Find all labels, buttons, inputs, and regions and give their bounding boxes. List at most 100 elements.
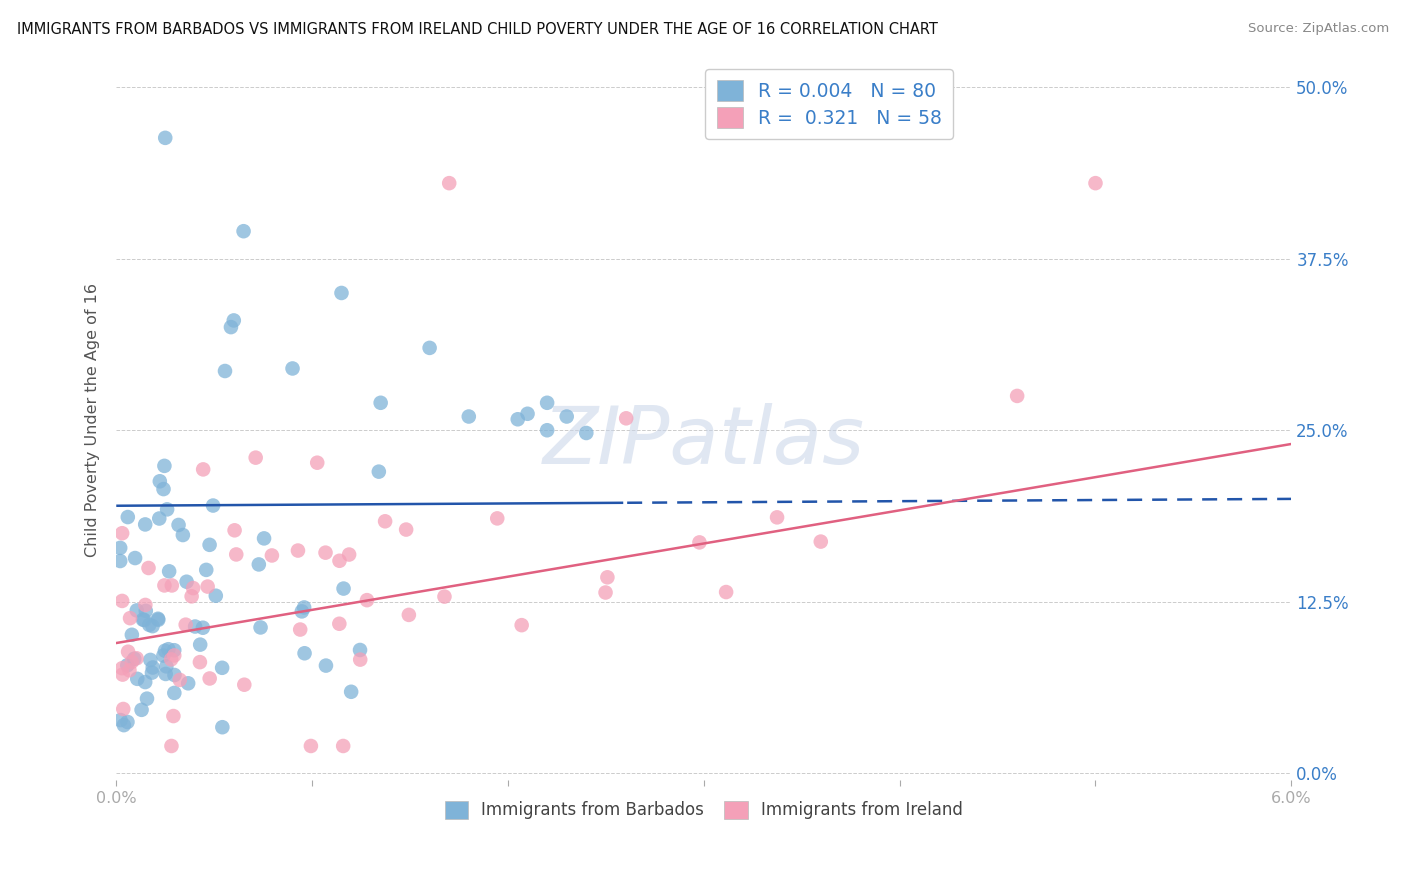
Point — [195, 563, 218, 577]
Point — [506, 412, 529, 426]
Point — [134, 613, 156, 627]
Point — [110, 713, 132, 727]
Point — [224, 524, 246, 538]
Point — [225, 548, 247, 562]
Point — [181, 581, 204, 595]
Point — [232, 224, 254, 238]
Point — [153, 458, 176, 473]
Point — [160, 578, 183, 592]
Point — [433, 590, 456, 604]
Point — [136, 691, 159, 706]
Point — [370, 396, 392, 410]
Point — [111, 661, 134, 675]
Point — [332, 739, 354, 753]
Point — [138, 618, 160, 632]
Point — [188, 655, 211, 669]
Point — [167, 518, 190, 533]
Point — [198, 672, 221, 686]
Point — [536, 396, 558, 410]
Point — [156, 502, 179, 516]
Point — [117, 658, 139, 673]
Point — [349, 652, 371, 666]
Point — [555, 409, 578, 424]
Point — [131, 703, 153, 717]
Point — [118, 663, 141, 677]
Point — [191, 621, 214, 635]
Point — [1084, 176, 1107, 190]
Point — [163, 686, 186, 700]
Point — [291, 604, 314, 618]
Point — [290, 623, 312, 637]
Point — [219, 320, 242, 334]
Point — [155, 131, 177, 145]
Point — [247, 558, 270, 572]
Point — [516, 407, 538, 421]
Point — [287, 543, 309, 558]
Point — [245, 450, 267, 465]
Text: ZIPatlas: ZIPatlas — [543, 402, 865, 481]
Point — [810, 534, 832, 549]
Point — [163, 643, 186, 657]
Y-axis label: Child Poverty Under the Age of 16: Child Poverty Under the Age of 16 — [86, 283, 100, 557]
Point — [202, 499, 225, 513]
Point — [374, 514, 396, 528]
Point — [163, 668, 186, 682]
Point — [141, 665, 163, 680]
Point — [117, 510, 139, 524]
Point — [139, 653, 162, 667]
Point — [138, 561, 160, 575]
Point — [281, 361, 304, 376]
Point — [108, 541, 131, 555]
Point — [134, 598, 156, 612]
Point — [356, 593, 378, 607]
Point — [149, 475, 172, 489]
Point — [337, 548, 360, 562]
Point — [152, 482, 174, 496]
Point — [134, 517, 156, 532]
Point — [163, 648, 186, 663]
Point — [349, 643, 371, 657]
Point — [328, 616, 350, 631]
Point — [162, 709, 184, 723]
Point — [148, 511, 170, 525]
Point — [117, 714, 139, 729]
Point — [153, 644, 176, 658]
Point — [510, 618, 533, 632]
Point — [575, 425, 598, 440]
Point — [340, 685, 363, 699]
Point — [118, 611, 141, 625]
Point — [211, 720, 233, 734]
Point — [121, 628, 143, 642]
Point — [180, 590, 202, 604]
Point — [125, 651, 148, 665]
Point — [160, 739, 183, 753]
Point — [155, 659, 177, 673]
Point — [1005, 389, 1028, 403]
Point — [315, 546, 337, 560]
Point — [132, 613, 155, 627]
Point — [330, 285, 353, 300]
Point — [211, 661, 233, 675]
Point — [117, 645, 139, 659]
Point — [299, 739, 322, 753]
Point — [595, 585, 617, 599]
Point — [155, 667, 177, 681]
Point — [191, 462, 214, 476]
Point — [328, 554, 350, 568]
Point — [253, 532, 276, 546]
Point — [188, 638, 211, 652]
Point — [198, 538, 221, 552]
Point — [111, 594, 134, 608]
Point — [596, 570, 619, 584]
Point — [437, 176, 460, 190]
Point — [614, 411, 637, 425]
Point — [135, 604, 157, 618]
Point — [184, 619, 207, 633]
Point — [157, 642, 180, 657]
Point — [197, 580, 219, 594]
Text: Source: ZipAtlas.com: Source: ZipAtlas.com — [1249, 22, 1389, 36]
Point — [174, 617, 197, 632]
Point — [169, 673, 191, 687]
Point — [157, 565, 180, 579]
Point — [714, 585, 737, 599]
